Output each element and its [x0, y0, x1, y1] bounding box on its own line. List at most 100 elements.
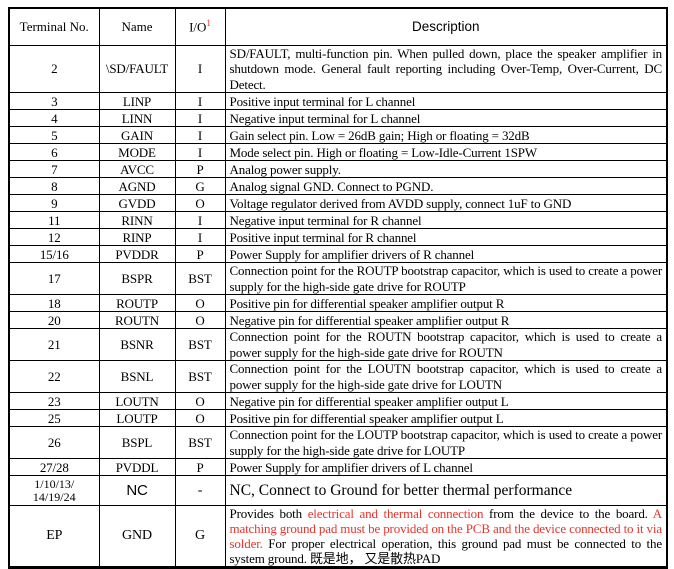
- description-segment: Gain select pin. Low = 26dB gain; High o…: [229, 127, 530, 143]
- description-segment: Analog power supply.: [229, 161, 341, 177]
- terminal-text: 21: [47, 336, 61, 352]
- terminal-cell: 21: [8, 328, 100, 361]
- table-row: 12 RINP I Positive input terminal for R cha…: [8, 228, 668, 246]
- name-cell: BSPR: [98, 262, 176, 295]
- table-row: 11 RINN I Negative input terminal for R cha…: [8, 211, 668, 229]
- io-cell: O: [174, 311, 226, 329]
- description-cell: Positive input terminal for R channel: [224, 228, 668, 246]
- terminal-cell: 18: [8, 294, 100, 312]
- io-cell: BST: [174, 426, 226, 459]
- description-segment: For proper electrical operation, this gr…: [229, 536, 663, 566]
- terminal-cell: 9: [8, 194, 100, 212]
- description-segment: Connection point for the LOUTN bootstrap…: [229, 361, 663, 392]
- io-footnote-superscript: 1: [206, 18, 211, 29]
- description-segment: Power Supply for amplifier drivers of L …: [229, 459, 474, 475]
- description-cell: Gain select pin. Low = 26dB gain; High o…: [224, 126, 668, 144]
- table-row: 15/16 PVDDR P Power Supply for amplifier dr…: [8, 245, 668, 263]
- header-description: Description: [224, 7, 668, 46]
- name-cell: GVDD: [98, 194, 176, 212]
- description-cell: Connection point for the ROUTP bootstrap…: [224, 262, 668, 295]
- description-segment: NC, Connect to Ground for better thermal…: [229, 481, 573, 499]
- name-cell: GAIN: [98, 126, 176, 144]
- io-cell: O: [174, 392, 226, 410]
- terminal-text: 18: [47, 295, 61, 311]
- terminal-text: 27/28: [39, 459, 69, 475]
- table-row: 1/10/13/14/19/24 NC - NC, Connect to Ground…: [8, 475, 668, 506]
- description-cell: Analog power supply.: [224, 160, 668, 178]
- description-cell: Power Supply for amplifier drivers of L …: [224, 458, 668, 476]
- io-cell: I: [174, 143, 226, 161]
- name-cell: BSNL: [98, 360, 176, 393]
- name-cell: RINP: [98, 228, 176, 246]
- pin-table-body: 2 \SD/FAULT I SD/FAULT, multi-function pin.…: [8, 44, 668, 568]
- table-row: 6 MODE I Mode select pin. High or floating …: [8, 143, 668, 161]
- description-segment: SD/FAULT, multi-function pin. When pulle…: [229, 45, 663, 92]
- name-cell: LOUTN: [98, 392, 176, 410]
- name-cell: NC: [98, 475, 176, 506]
- description-segment: Connection point for the ROUTN bootstrap…: [229, 329, 663, 360]
- terminal-cell: 23: [8, 392, 100, 410]
- description-segment-red: A matching ground pad must be provided o…: [229, 506, 663, 552]
- io-cell: -: [174, 475, 226, 506]
- io-cell: BST: [174, 360, 226, 393]
- terminal-text: 17: [47, 270, 61, 286]
- io-cell: I: [174, 228, 226, 246]
- table-row: 22 BSNL BST Connection point for the LOUTN …: [8, 360, 668, 393]
- terminal-cell: 5: [8, 126, 100, 144]
- header-io-label: I/O: [189, 19, 207, 35]
- table-row: 23 LOUTN O Negative pin for differential sp…: [8, 392, 668, 410]
- terminal-text: 12: [47, 229, 61, 245]
- header-terminal-no-label: Terminal No.: [19, 18, 89, 34]
- description-cell: Negative input terminal for R channel: [224, 211, 668, 229]
- io-cell: O: [174, 409, 226, 427]
- terminal-cell: 2: [8, 44, 100, 93]
- description-cell: Voltage regulator derived from AVDD supp…: [224, 194, 668, 212]
- description-cell: Positive pin for differential speaker am…: [224, 294, 668, 312]
- terminal-cell: 8: [8, 177, 100, 195]
- terminal-text: 25: [47, 410, 61, 426]
- description-segment: Analog signal GND. Connect to PGND.: [229, 178, 434, 194]
- io-cell: I: [174, 92, 226, 110]
- description-segment: Negative pin for differential speaker am…: [229, 312, 510, 328]
- header-description-label: Description: [411, 19, 480, 35]
- table-row: 20 ROUTN O Negative pin for differential sp…: [8, 311, 668, 329]
- table-row: 2 \SD/FAULT I SD/FAULT, multi-function pin.…: [8, 44, 668, 93]
- terminal-text: 11: [48, 212, 61, 228]
- description-segment: Negative input terminal for R channel: [229, 212, 422, 228]
- table-row: 7 AVCC P Analog power supply.: [8, 160, 668, 178]
- description-cell: Negative input terminal for L channel: [224, 109, 668, 127]
- terminal-text: 20: [47, 312, 61, 328]
- name-cell: ROUTN: [98, 311, 176, 329]
- name-cell: \SD/FAULT: [98, 44, 176, 93]
- name-cell: LINP: [98, 92, 176, 110]
- description-segment: Provides both: [229, 506, 308, 522]
- name-cell: BSPL: [98, 426, 176, 459]
- terminal-cell: 26: [8, 426, 100, 459]
- description-segment: Positive pin for differential speaker am…: [229, 410, 504, 426]
- io-cell: I: [174, 211, 226, 229]
- header-row: Terminal No. Name I/O1 Description: [8, 7, 668, 46]
- description-cell: Positive input terminal for L channel: [224, 92, 668, 110]
- description-segment: Connection point for the LOUTP bootstrap…: [229, 427, 663, 458]
- description-cell: Connection point for the LOUTP bootstrap…: [224, 426, 668, 459]
- io-cell: O: [174, 294, 226, 312]
- terminal-text: 22: [47, 368, 61, 384]
- header-terminal-no: Terminal No.: [8, 7, 100, 46]
- io-cell: O: [174, 194, 226, 212]
- io-cell: BST: [174, 328, 226, 361]
- table-row: 25 LOUTP O Positive pin for differential sp…: [8, 409, 668, 427]
- description-segment: Positive input terminal for R channel: [229, 229, 417, 245]
- terminal-text: 9: [51, 195, 58, 211]
- terminal-cell: 11: [8, 211, 100, 229]
- name-cell: PVDDL: [98, 458, 176, 476]
- terminal-cell: 17: [8, 262, 100, 295]
- table-row: 27/28 PVDDL P Power Supply for amplifier dr…: [8, 458, 668, 476]
- terminal-text: EP: [46, 528, 63, 544]
- name-cell: LINN: [98, 109, 176, 127]
- terminal-cell: 4: [8, 109, 100, 127]
- description-segment: Voltage regulator derived from AVDD supp…: [229, 195, 572, 211]
- table-row: 9 GVDD O Voltage regulator derived from AVD…: [8, 194, 668, 212]
- table-row: 26 BSPL BST Connection point for the LOUTP …: [8, 426, 668, 459]
- terminal-cell: 7: [8, 160, 100, 178]
- name-cell: RINN: [98, 211, 176, 229]
